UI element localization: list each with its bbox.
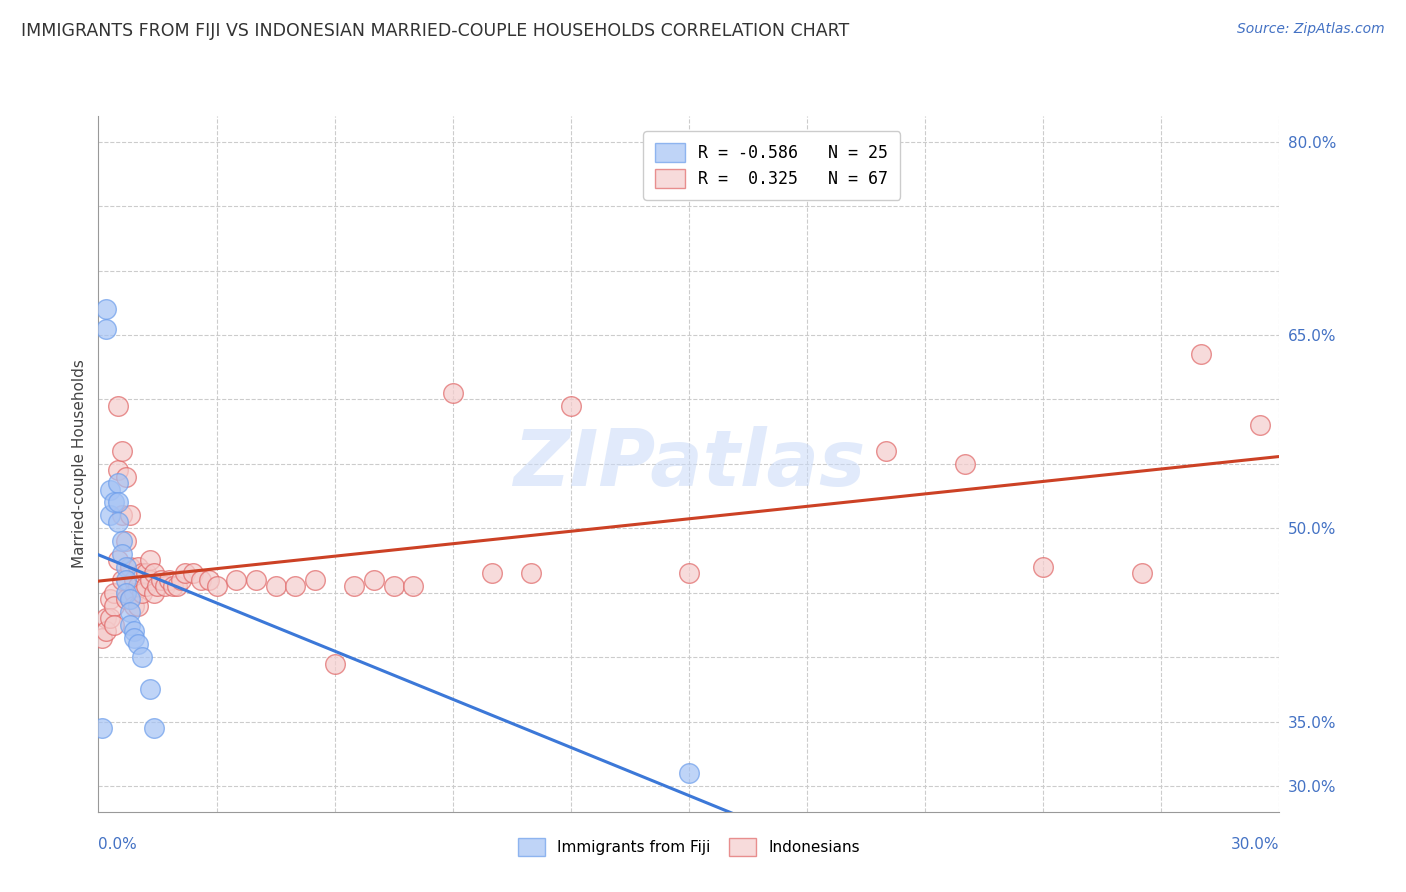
Point	[131, 585, 153, 599]
Point	[111, 444, 134, 458]
Point	[142, 585, 165, 599]
Point	[127, 579, 149, 593]
Y-axis label: Married-couple Households: Married-couple Households	[72, 359, 87, 568]
Point	[205, 579, 228, 593]
Point	[678, 566, 700, 581]
Point	[197, 573, 219, 587]
Point	[150, 573, 173, 587]
Point	[162, 579, 184, 593]
Point	[363, 573, 385, 587]
Point	[98, 611, 121, 625]
Point	[170, 573, 193, 587]
Point	[245, 573, 267, 587]
Text: 30.0%: 30.0%	[1232, 837, 1279, 852]
Point	[481, 566, 503, 581]
Point	[138, 682, 160, 697]
Point	[155, 579, 177, 593]
Point	[135, 566, 157, 581]
Point	[131, 650, 153, 665]
Point	[115, 560, 138, 574]
Point	[118, 592, 141, 607]
Point	[166, 579, 188, 593]
Point	[520, 566, 543, 581]
Point	[323, 657, 346, 671]
Point	[142, 566, 165, 581]
Point	[1249, 418, 1271, 433]
Point	[103, 599, 125, 613]
Point	[138, 573, 160, 587]
Point	[142, 721, 165, 735]
Text: IMMIGRANTS FROM FIJI VS INDONESIAN MARRIED-COUPLE HOUSEHOLDS CORRELATION CHART: IMMIGRANTS FROM FIJI VS INDONESIAN MARRI…	[21, 22, 849, 40]
Point	[107, 463, 129, 477]
Point	[953, 457, 976, 471]
Point	[103, 618, 125, 632]
Point	[343, 579, 366, 593]
Text: ZIPatlas: ZIPatlas	[513, 425, 865, 502]
Point	[91, 631, 114, 645]
Point	[122, 624, 145, 639]
Point	[111, 508, 134, 523]
Text: Source: ZipAtlas.com: Source: ZipAtlas.com	[1237, 22, 1385, 37]
Point	[96, 611, 118, 625]
Point	[284, 579, 307, 593]
Point	[122, 599, 145, 613]
Point	[107, 399, 129, 413]
Point	[264, 579, 287, 593]
Point	[875, 444, 897, 458]
Point	[96, 302, 118, 317]
Point	[103, 585, 125, 599]
Point	[174, 566, 197, 581]
Point	[107, 495, 129, 509]
Point	[157, 573, 180, 587]
Text: 0.0%: 0.0%	[98, 837, 138, 852]
Point	[115, 592, 138, 607]
Point	[135, 579, 157, 593]
Point	[91, 721, 114, 735]
Point	[402, 579, 425, 593]
Point	[127, 637, 149, 651]
Point	[190, 573, 212, 587]
Point	[382, 579, 405, 593]
Point	[127, 599, 149, 613]
Point	[1032, 560, 1054, 574]
Point	[131, 566, 153, 581]
Point	[118, 618, 141, 632]
Point	[118, 592, 141, 607]
Point	[111, 573, 134, 587]
Point	[115, 469, 138, 483]
Point	[441, 386, 464, 401]
Point	[678, 766, 700, 780]
Point	[115, 573, 138, 587]
Point	[225, 573, 247, 587]
Point	[181, 566, 204, 581]
Point	[118, 605, 141, 619]
Point	[111, 547, 134, 561]
Point	[118, 560, 141, 574]
Point	[111, 534, 134, 549]
Point	[122, 631, 145, 645]
Point	[1130, 566, 1153, 581]
Point	[107, 515, 129, 529]
Point	[138, 553, 160, 567]
Point	[127, 560, 149, 574]
Point	[96, 624, 118, 639]
Point	[1189, 347, 1212, 361]
Point	[96, 321, 118, 335]
Point	[776, 817, 799, 831]
Point	[98, 483, 121, 497]
Point	[103, 495, 125, 509]
Legend: Immigrants from Fiji, Indonesians: Immigrants from Fiji, Indonesians	[510, 830, 868, 863]
Point	[115, 585, 138, 599]
Point	[560, 399, 582, 413]
Point	[98, 508, 121, 523]
Point	[146, 579, 169, 593]
Point	[115, 534, 138, 549]
Point	[122, 573, 145, 587]
Point	[107, 476, 129, 491]
Point	[304, 573, 326, 587]
Point	[118, 508, 141, 523]
Point	[107, 553, 129, 567]
Point	[122, 585, 145, 599]
Point	[98, 592, 121, 607]
